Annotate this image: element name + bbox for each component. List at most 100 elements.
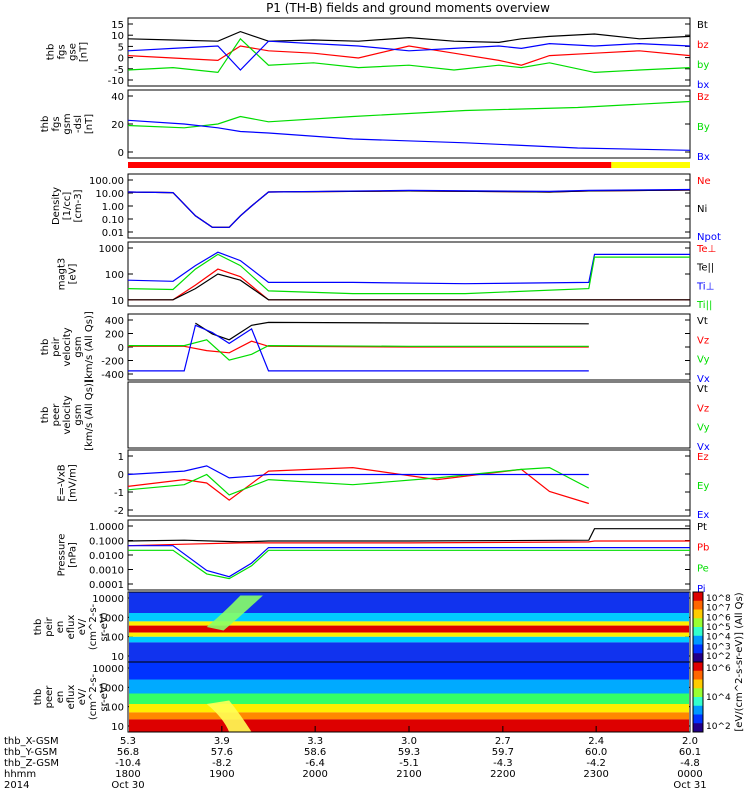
- series-By: [127, 100, 691, 129]
- ylabel-line: velocity: [62, 327, 73, 366]
- ylabel-line: fgs: [51, 116, 62, 131]
- colorbar-peir: 10^810^710^610^510^410^310^2: [692, 591, 731, 663]
- plot-title: P1 (TH-B) fields and ground moments over…: [266, 1, 550, 15]
- ylabel: E=-VxB[mV/m]: [57, 464, 79, 502]
- ylabel: Density[1/cc][cm-3]: [51, 187, 84, 225]
- ytick-label: 0.0010: [89, 566, 124, 577]
- legend-Vy: Vy: [697, 423, 710, 434]
- legend-Ni: Ni: [697, 204, 707, 215]
- ytick-label: 1.0000: [89, 522, 124, 533]
- ylabel-line: [eV]: [68, 264, 79, 285]
- ytick-label: 10: [111, 296, 124, 307]
- legend-Bx: Bx: [697, 152, 710, 163]
- xaxis-value: -10.4: [115, 758, 141, 769]
- xaxis-row-label: thb_Z-GSM: [4, 758, 59, 769]
- legend-Pi: Pi: [697, 584, 706, 595]
- colorbar-tick: 10^2: [706, 652, 731, 662]
- spectrogram-band: [129, 693, 689, 704]
- legend-Ne: Ne: [697, 176, 711, 187]
- spectrogram-band: [129, 704, 689, 713]
- ylabel-line: eflux: [66, 615, 77, 640]
- colorbar-step: [693, 723, 703, 733]
- ylabel-line: peir: [51, 336, 62, 356]
- xaxis-value: 3.0: [401, 736, 417, 747]
- panel-fgs_gsm: thbfgsgsm-dsl[nT] 40 20 0 Bz By Bx: [40, 89, 710, 163]
- spectrogram-band: [129, 632, 689, 637]
- ytick-label: 10: [111, 652, 124, 663]
- ylabel-line: gsm: [62, 113, 73, 134]
- legend-bx: bx: [697, 80, 709, 91]
- colorbar-tick: 10^2: [706, 722, 731, 732]
- ytick-label: 10000: [92, 664, 124, 675]
- series-Pt: [127, 528, 690, 543]
- legend-Te⊥: Te⊥: [696, 244, 716, 255]
- spectrogram-band: [129, 642, 689, 662]
- colorbar-tick: 10^4: [706, 693, 731, 703]
- series-Bt: [127, 30, 691, 44]
- xaxis-row-label: hhmm: [4, 769, 36, 780]
- ylabel-line: E=-VxB: [57, 464, 68, 501]
- ytick-label: -200: [101, 357, 124, 368]
- ytick-label: 100: [105, 633, 124, 644]
- colorbar-step: [693, 714, 703, 724]
- xaxis-row-label: thb_X-GSM: [4, 736, 59, 747]
- colorbar-step: [693, 670, 703, 680]
- ytick-label: 1000: [99, 683, 124, 694]
- legend-Ez: Ez: [697, 452, 709, 463]
- ylabel-line: gsm: [73, 404, 84, 425]
- legend-Vz: Vz: [697, 403, 709, 414]
- spectrogram-band: [129, 662, 689, 680]
- ytick-label: -10: [108, 76, 124, 87]
- ylabel: Pressure[nPa]: [57, 534, 79, 577]
- ylabel-line: peir: [44, 616, 55, 636]
- ytick-label: 15: [111, 20, 124, 31]
- panel-pressure: Pressure[nPa] 1.0000 0.1000 0.0100 0.0010 0.0…: [57, 519, 709, 595]
- colorbar-label: [eV/(cm^2-s-sr-eV)] (All Qs): [734, 592, 745, 731]
- series-Pi: [128, 545, 690, 578]
- ylabel-line: thb: [40, 116, 51, 133]
- ylabel-line: thb: [33, 689, 44, 706]
- series-Ne: [127, 189, 691, 228]
- series-bz: [127, 45, 691, 66]
- xaxis-value: -4.2: [586, 758, 606, 769]
- colorbar-step: [693, 635, 703, 645]
- ytick-label: 0.0100: [89, 551, 124, 562]
- legend-Vz: Vz: [697, 335, 709, 346]
- ytick-label: 1: [118, 452, 124, 463]
- legend-Bt: Bt: [697, 20, 708, 31]
- xaxis-value: -5.1: [399, 758, 419, 769]
- ytick-label: 100: [105, 703, 124, 714]
- series-Ez: [127, 466, 589, 505]
- ytick-label: 0.1000: [89, 537, 124, 548]
- xaxis-row-label: thb_Y-GSM: [4, 747, 57, 758]
- series-Vx: [128, 324, 589, 372]
- ylabel-line: velocity: [62, 395, 73, 434]
- ylabel-line: [1/cc]: [62, 192, 73, 221]
- ylabel-line: peer: [51, 403, 62, 427]
- xaxis-value: -4.3: [493, 758, 513, 769]
- ylabel-line: en: [55, 691, 66, 704]
- legend-Ti||: Ti||: [696, 300, 712, 311]
- spectrogram-feature: [206, 700, 252, 732]
- colorbar-tick: 10^5: [706, 623, 731, 633]
- colorbar-step: [693, 618, 703, 628]
- xaxis-value: 0000: [677, 769, 702, 780]
- colorbar-tick: 10^8: [706, 594, 731, 604]
- ytick-label: 0.0001: [89, 580, 124, 591]
- panel-frame: [127, 89, 691, 159]
- ylabel: thbfgsgse[nT]: [46, 42, 90, 62]
- series-Ni: [127, 189, 691, 228]
- series-Pb: [127, 540, 690, 547]
- panel-frame: [127, 173, 691, 239]
- xaxis-value: -6.4: [305, 758, 325, 769]
- ylabel-line: [nT]: [84, 114, 95, 134]
- ylabel-line: Pressure: [57, 534, 68, 577]
- xaxis-value: 1800: [115, 769, 140, 780]
- ylabel: thbpeirvelocitygsm[km/s (All Qs)]: [40, 311, 95, 383]
- ytick-label: -2: [114, 506, 124, 517]
- flag-segment-yellow: [611, 162, 690, 168]
- panel-frame: [127, 17, 691, 87]
- spectrogram-band: [129, 625, 689, 633]
- ylabel-line: gse: [68, 43, 79, 61]
